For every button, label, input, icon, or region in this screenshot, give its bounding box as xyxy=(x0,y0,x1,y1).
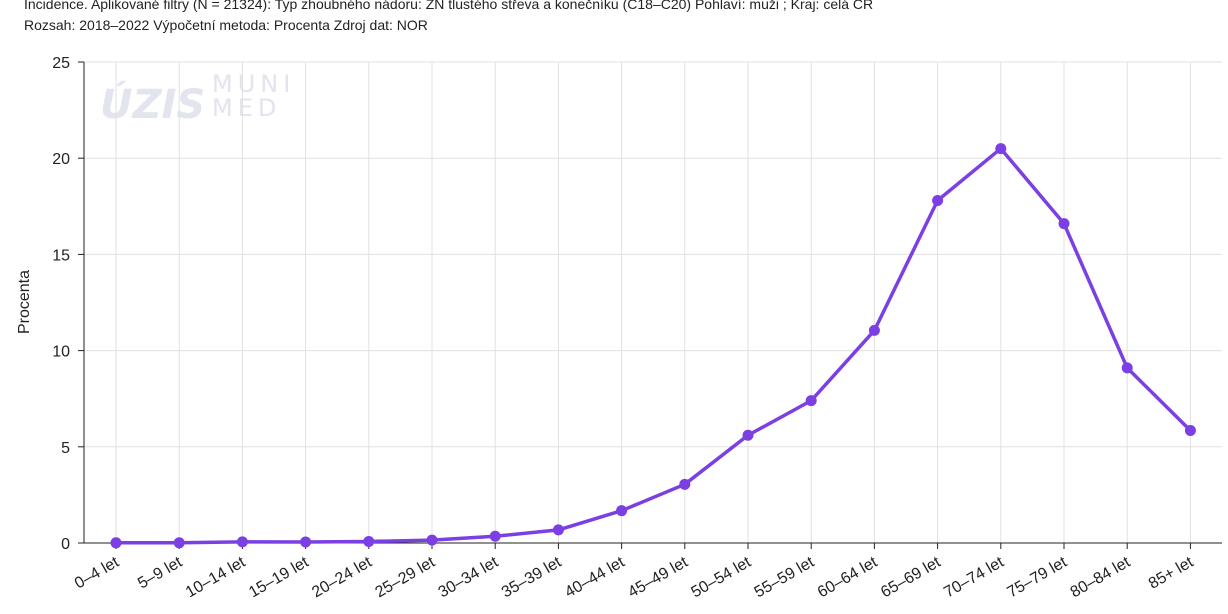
x-tick-label: 60–64 let xyxy=(815,553,881,601)
x-tick-label: 10–14 let xyxy=(183,553,249,601)
x-tick-label: 85+ let xyxy=(1146,553,1197,592)
data-point xyxy=(616,505,628,517)
y-axis-ticks: 0 5 10 15 20 25 xyxy=(52,55,70,553)
x-tick-label: 25–29 let xyxy=(372,553,438,601)
data-point xyxy=(995,143,1007,155)
x-tick-label: 35–39 let xyxy=(499,553,565,601)
axes xyxy=(78,61,1222,549)
y-tick-label: 15 xyxy=(52,247,70,264)
x-tick-label: 80–84 let xyxy=(1068,553,1134,601)
x-tick-label: 55–59 let xyxy=(752,553,818,601)
data-point xyxy=(1184,424,1196,436)
series-layer xyxy=(110,143,1196,549)
data-point xyxy=(110,537,122,549)
watermark-logo: ÚZIS MUNI MED xyxy=(100,70,295,128)
x-tick-label: 40–44 let xyxy=(562,553,628,601)
x-tick-label: 20–24 let xyxy=(309,553,375,601)
x-tick-label: 30–34 let xyxy=(436,553,502,601)
y-tick-label: 20 xyxy=(52,151,70,168)
watermark-muni: MUNI xyxy=(212,70,295,98)
data-point xyxy=(1058,218,1070,230)
y-tick-label: 25 xyxy=(52,55,70,72)
data-point xyxy=(805,395,817,407)
data-point xyxy=(742,429,754,441)
y-axis-label: Procenta xyxy=(16,270,33,334)
x-tick-label: 70–74 let xyxy=(941,553,1007,601)
data-point xyxy=(236,536,248,548)
chart-filter-line: Incidence. Aplikované filtry (N = 21324)… xyxy=(24,0,874,12)
x-tick-label: 45–49 let xyxy=(625,553,691,601)
x-tick-label: 5–9 let xyxy=(135,553,186,592)
y-tick-label: 10 xyxy=(52,344,70,361)
x-tick-label: 50–54 let xyxy=(688,553,754,601)
y-tick-label: 0 xyxy=(61,536,70,553)
x-tick-label: 0–4 let xyxy=(72,553,123,592)
x-tick-label: 65–69 let xyxy=(878,553,944,601)
data-point xyxy=(679,478,691,490)
data-point xyxy=(552,524,564,536)
grid xyxy=(84,61,1222,543)
watermark-uzis: ÚZIS xyxy=(100,80,205,128)
data-point xyxy=(932,195,944,207)
data-point xyxy=(300,536,312,548)
data-point xyxy=(363,535,375,547)
data-point xyxy=(426,534,438,546)
data-point xyxy=(489,530,501,542)
x-tick-label: 75–79 let xyxy=(1004,553,1070,601)
data-point xyxy=(868,324,880,336)
series-line xyxy=(114,146,1193,545)
y-tick-label: 5 xyxy=(61,440,70,457)
data-point xyxy=(173,537,185,549)
x-tick-label: 15–19 let xyxy=(246,553,312,601)
data-point xyxy=(1121,362,1133,374)
watermark-med: MED xyxy=(212,94,281,122)
chart-range-line: Rozsah: 2018–2022 Výpočetní metoda: Proc… xyxy=(24,17,428,33)
